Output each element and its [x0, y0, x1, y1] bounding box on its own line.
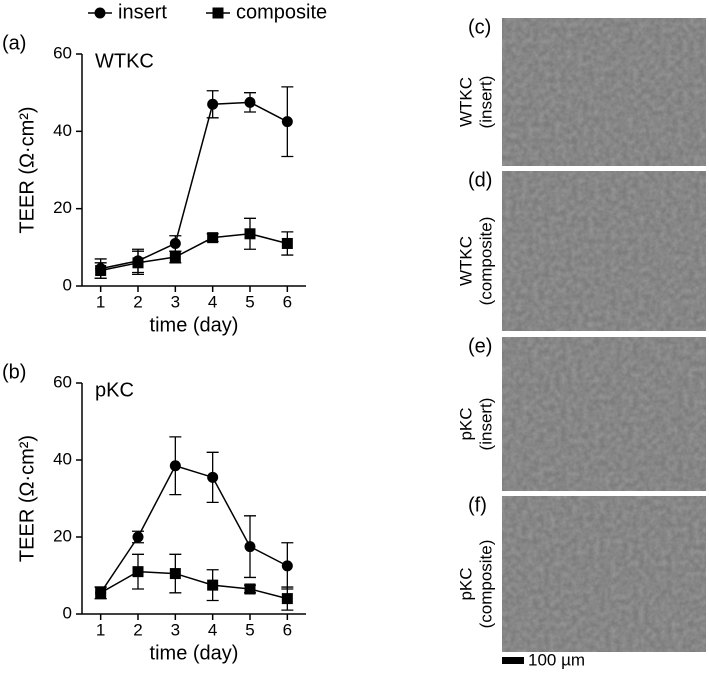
y-axis-label: TEER (Ω·cm²): [16, 106, 38, 233]
micrograph: [502, 496, 706, 652]
marker: [212, 7, 224, 19]
marker: [207, 232, 219, 244]
micrograph: [502, 18, 706, 166]
marker: [244, 583, 256, 595]
x-tick-label: 6: [283, 292, 292, 311]
panel-label: (d): [468, 169, 492, 191]
marker: [281, 116, 293, 128]
y-tick-label: 20: [53, 198, 72, 217]
y-axis-label: TEER (Ω·cm²): [16, 435, 38, 562]
y-tick-label: 20: [53, 526, 72, 545]
x-tick-label: 6: [283, 620, 292, 639]
legend-label: insert: [118, 1, 167, 23]
y-tick-label: 60: [53, 43, 72, 62]
micrograph-caption: (insert): [476, 76, 495, 129]
marker: [169, 460, 181, 472]
y-tick-label: 0: [63, 603, 72, 622]
series-line: [100, 233, 288, 272]
y-tick-label: 40: [53, 121, 72, 140]
micrograph-caption: pKC: [456, 407, 475, 440]
x-axis-label: time (day): [150, 642, 239, 664]
marker: [281, 593, 293, 605]
panel-label: (b): [2, 361, 26, 383]
x-tick-label: 4: [208, 620, 217, 639]
marker: [132, 566, 144, 578]
marker: [132, 257, 144, 269]
panel-label: (a): [2, 32, 26, 54]
x-axis-label: time (day): [150, 314, 239, 336]
chart-title: pKC: [95, 379, 134, 401]
series-line: [100, 101, 288, 270]
marker: [244, 541, 256, 553]
marker: [132, 531, 144, 543]
x-tick-label: 2: [133, 292, 142, 311]
micrograph-caption: (composite): [476, 217, 495, 306]
x-tick-label: 3: [171, 292, 180, 311]
scale-bar-label: 100 µm: [528, 650, 585, 669]
x-tick-label: 3: [171, 620, 180, 639]
x-tick-label: 1: [96, 292, 105, 311]
marker: [207, 98, 219, 110]
y-tick-label: 40: [53, 449, 72, 468]
series-line: [100, 464, 288, 594]
micrograph-caption: WTKC: [456, 77, 475, 127]
marker: [169, 237, 181, 249]
x-tick-label: 5: [245, 620, 254, 639]
legend-label: composite: [236, 1, 327, 23]
micrograph-caption: (composite): [476, 540, 495, 629]
micrograph-caption: WTKC: [456, 236, 475, 286]
micrograph-caption: pKC: [456, 567, 475, 600]
chart-title: WTKC: [95, 50, 154, 72]
x-tick-label: 4: [208, 292, 217, 311]
x-tick-label: 2: [133, 620, 142, 639]
marker: [207, 579, 219, 591]
x-tick-label: 1: [96, 620, 105, 639]
marker: [95, 587, 107, 599]
marker: [244, 96, 256, 108]
marker: [281, 237, 293, 249]
x-tick-label: 5: [245, 292, 254, 311]
y-tick-label: 60: [53, 372, 72, 391]
marker: [281, 560, 293, 572]
micrograph: [502, 171, 706, 331]
series-line: [100, 570, 288, 600]
micrograph: [502, 337, 706, 491]
marker: [94, 7, 106, 19]
panel-label: (c): [468, 16, 491, 38]
marker: [207, 471, 219, 483]
panel-label: (f): [468, 494, 487, 516]
marker: [169, 251, 181, 263]
panel-label: (e): [468, 335, 492, 357]
micrograph-caption: (insert): [476, 398, 495, 451]
marker: [169, 568, 181, 580]
y-tick-label: 0: [63, 275, 72, 294]
scale-bar: [502, 657, 524, 664]
marker: [95, 265, 107, 277]
marker: [244, 228, 256, 240]
